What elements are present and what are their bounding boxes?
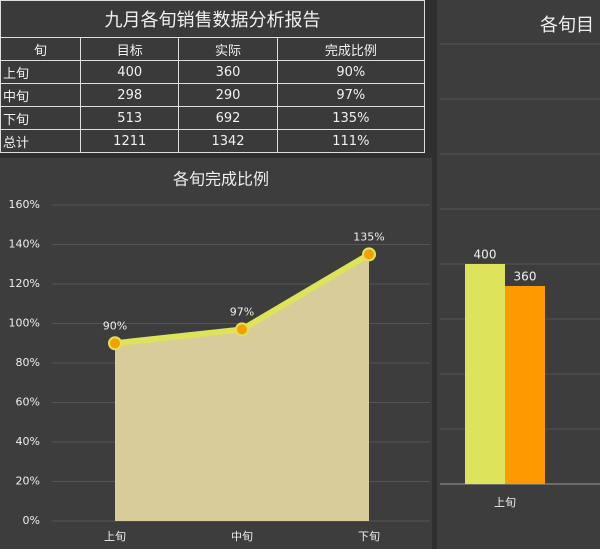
table-cell: 上旬 — [0, 60, 82, 84]
value-label: 97% — [230, 305, 254, 318]
header-cell: 旬 — [0, 37, 82, 61]
table-cell: 290 — [178, 83, 278, 107]
header-cell: 实际 — [178, 37, 278, 61]
table-cell: 1342 — [178, 129, 278, 153]
area-chart: 各旬完成比例 0% 20% 40% 60% 80% 100% 120% 140% 160% 90% 上… — [9, 170, 430, 543]
x-tick-label: 中旬 — [231, 530, 253, 543]
table-cell: 总计 — [0, 129, 82, 153]
table-cell: 1211 — [80, 129, 180, 153]
table-row: 中旬 298 290 97% — [0, 83, 426, 107]
table-cell: 97% — [276, 83, 426, 107]
marker — [108, 336, 122, 351]
table-row: 总计 1211 1342 111% — [0, 129, 426, 153]
report-table: 九月各旬销售数据分析报告旬目标 实际 完成比例 上旬 400 360 90% 中旬 298 290… — [0, 0, 426, 153]
y-tick-label: 60% — [16, 396, 40, 409]
y-tick-label: 20% — [16, 475, 40, 488]
table-cell: 298 — [80, 83, 180, 107]
table-cell: 400 — [80, 60, 180, 84]
table-row: 上旬 400 360 90% — [0, 60, 426, 84]
value-label: 400 — [474, 248, 497, 262]
table-cell: 360 — [178, 60, 278, 84]
header-cell: 目标 — [80, 37, 180, 61]
table-row: 下旬 513 692 135% — [0, 106, 426, 130]
table-cell: 513 — [80, 106, 180, 130]
value-label: 360 — [514, 270, 537, 284]
x-tick-label: 下旬 — [358, 530, 380, 543]
x-tick-label: 上旬 — [104, 530, 126, 543]
table-cell: 90% — [276, 60, 426, 84]
y-tick-label: 80% — [16, 356, 40, 369]
y-tick-label: 140% — [9, 238, 40, 251]
bar — [505, 286, 545, 484]
table-row: 旬目标 实际 完成比例 — [0, 37, 426, 61]
table-cell: 692 — [178, 106, 278, 130]
value-label: 135% — [353, 230, 384, 243]
table-cell: 下旬 — [0, 106, 82, 130]
marker — [235, 322, 249, 337]
y-tick-label: 120% — [9, 277, 40, 290]
table-row: 九月各旬销售数据分析报告 — [0, 0, 425, 38]
value-label: 90% — [103, 319, 127, 332]
table-cell: 135% — [276, 106, 426, 130]
y-tick-label: 40% — [16, 435, 40, 448]
y-tick-label: 100% — [9, 317, 40, 330]
chart-title: 各旬目 — [540, 15, 594, 36]
header-cell: 完成比例 — [276, 37, 426, 61]
table-title: 九月各旬销售数据分析报告 — [0, 0, 425, 38]
bar — [465, 264, 505, 484]
x-tick-label: 上旬 — [494, 496, 516, 509]
area — [115, 254, 369, 521]
table-cell: 111% — [276, 129, 426, 153]
marker — [362, 247, 376, 262]
y-tick-label: 160% — [9, 198, 40, 211]
y-tick-label: 0% — [23, 514, 40, 527]
table-cell: 中旬 — [0, 83, 82, 107]
chart-title: 各旬完成比例 — [173, 170, 269, 189]
